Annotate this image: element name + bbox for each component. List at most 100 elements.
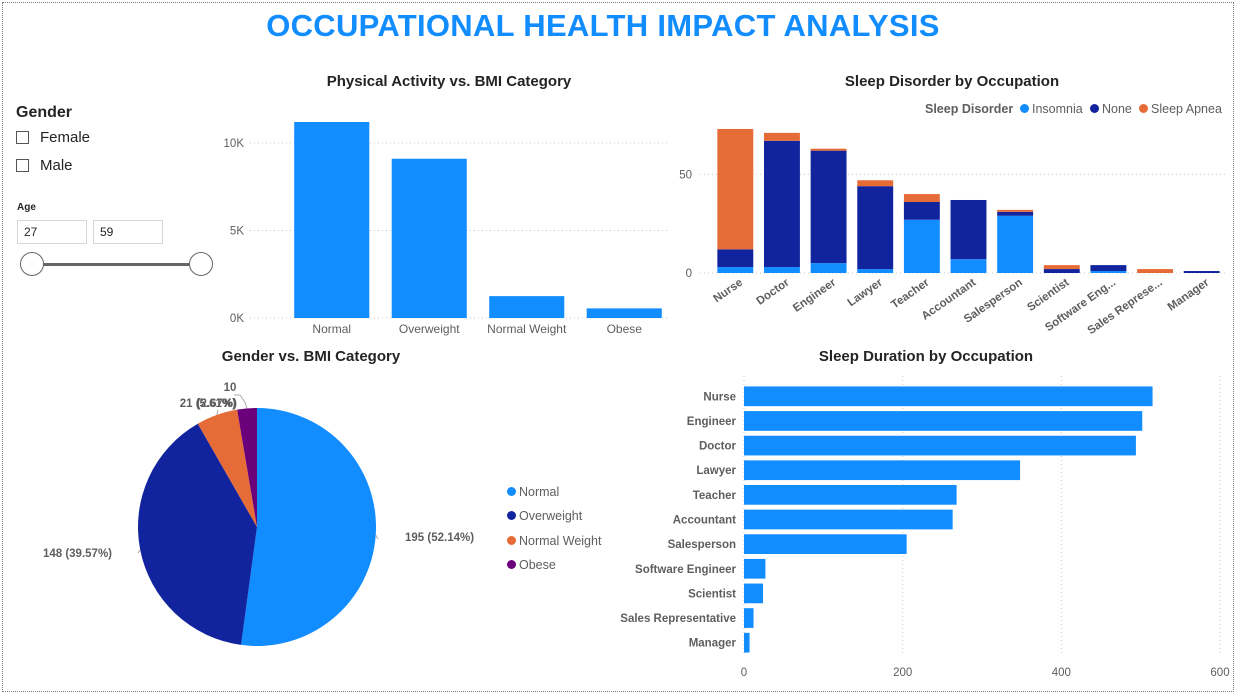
sleep-disorder-bar-doctor-none [763,140,800,268]
sleep-duration-x-tick: 0 [741,667,747,679]
legend-none: None [1090,102,1132,116]
sleep-duration-bar-teacher [744,485,957,505]
sleep-disorder-bar-sales-represe-sleep-apnea [1137,269,1174,273]
pie-slice-normal [241,408,376,646]
male-checkbox-label[interactable]: Male [40,157,73,174]
sleep-disorder-bar-salesperson-sleep-apnea [997,209,1034,212]
sleep-duration-bar-engineer [744,411,1143,431]
page-title: OCCUPATIONAL HEALTH IMPACT ANALYSIS [266,8,940,43]
pie-data-label: (2.67%) [197,398,237,410]
sleep-disorder-x-label: Doctor [754,276,792,307]
sleep-disorder-bar-engineer-sleep-apnea [810,148,847,151]
sleep-disorder-bar-scientist-none [1043,269,1080,273]
bmi-activity-x-label: Normal [312,322,351,336]
sleep-disorder-bar-software-eng-insomnia [1090,271,1127,273]
sleep-disorder-bar-accountant-none [950,199,987,260]
pie-slice-overweight [137,423,257,645]
sleep-disorder-chart-title: Sleep Disorder by Occupation [844,73,1060,90]
sleep-disorder-x-label: Lawyer [846,276,886,309]
pie-legend-obese-label: Obese [519,558,556,572]
pie-data-label: 21 (5.61%) [180,398,236,410]
pie-leader-line-overweight [137,549,141,554]
sleep-duration-y-label: Sales Representative [620,613,736,625]
sleep-duration-y-label: Lawyer [696,465,736,477]
pie-legend-overweight: Overweight [507,509,582,523]
pie-leader-line-normal-weight [216,409,219,416]
sleep-disorder-bar-engineer-insomnia [810,263,847,273]
age-slicer-title: Age [17,202,36,213]
sleep-duration-bar-scientist [744,583,764,604]
sleep-disorder-bar-nurse-insomnia [717,267,754,273]
sleep-duration-y-label: Software Engineer [635,564,736,576]
female-checkbox-label[interactable]: Female [40,129,91,146]
sleep-duration-bar-doctor [744,435,1136,456]
overweight-legend-marker [507,511,516,520]
sleep-disorder-bar-teacher-sleep-apnea [903,194,940,202]
bmi-activity-y-tick: 0K [230,313,244,325]
bmi-activity-bar-normal-weight [489,296,565,318]
age-slider-max-handle[interactable] [189,252,213,276]
legend-none-label: None [1102,102,1132,116]
sleep-disorder-bar-nurse-none [717,249,754,268]
bmi-activity-x-label: Overweight [399,322,460,336]
sleep-duration-bar-sales-representative [744,608,754,628]
none-legend-marker [1090,104,1099,113]
normal-legend-marker [507,487,516,496]
sleep-duration-bar-nurse [744,386,1153,407]
pie-legend-normal-weight-label: Normal Weight [519,534,602,548]
normal-weight-legend-marker [507,536,516,545]
pie-legend-obese: Obese [507,558,556,572]
age-slider-track[interactable] [31,263,201,266]
sleep-disorder-bar-doctor-sleep-apnea [763,132,800,141]
sleep-duration-y-label: Manager [689,638,737,650]
sleep-disorder-bar-scientist-sleep-apnea [1043,265,1080,270]
pie-slice-obese [237,408,257,527]
age-slider-min-handle[interactable] [20,252,44,276]
sleep-disorder-bar-doctor-insomnia [763,267,800,273]
age-min-input[interactable]: 27 [17,220,87,244]
sleep-duration-y-label: Teacher [693,490,737,502]
male-checkbox[interactable] [16,159,29,172]
pie-legend-normal-weight: Normal Weight [507,534,601,548]
sleep-disorder-x-label: Engineer [791,276,839,314]
sleep-duration-bar-lawyer [744,460,1021,481]
sleep-disorder-bar-lawyer-none [857,186,894,270]
bmi-activity-x-label: Obese [607,322,643,336]
pie-legend-normal-label: Normal [519,485,560,499]
sleep-duration-y-label: Scientist [688,588,736,600]
legend-insomnia-label: Insomnia [1032,102,1083,116]
sleep-duration-bar-software-engineer [744,558,766,579]
pie-leader-line-obese [234,394,248,409]
sleep-disorder-y-tick: 50 [679,169,692,181]
sleep-disorder-bar-manager-none [1183,271,1220,273]
pie-legend-normal: Normal [507,485,559,499]
sleep-duration-y-label: Accountant [673,515,736,527]
bmi-activity-x-label: Normal Weight [487,322,567,336]
insomnia-legend-marker [1020,104,1029,113]
bmi-activity-bar-overweight [391,158,467,318]
pie-data-label: 10 [224,382,237,394]
pie-leader-line-normal [375,534,379,540]
sleep-disorder-x-label: Teacher [889,276,932,311]
female-checkbox[interactable] [16,131,29,144]
sleep-apnea-legend-marker [1139,104,1148,113]
sleep-disorder-legend-title: Sleep Disorder [925,102,1014,116]
sleep-duration-bar-manager [744,632,750,653]
age-max-input[interactable]: 59 [93,220,163,244]
sleep-disorder-bar-engineer-none [810,150,847,264]
sleep-duration-y-label: Salesperson [668,539,736,551]
sleep-disorder-bar-salesperson-insomnia [997,215,1034,273]
bmi-activity-bar-normal [294,122,370,318]
sleep-duration-bar-salesperson [744,534,907,554]
sleep-duration-x-tick: 600 [1210,667,1229,679]
sleep-duration-x-tick: 400 [1052,667,1071,679]
pie-slice-normal-weight [197,409,257,527]
sleep-disorder-y-tick: 0 [686,268,692,280]
sleep-disorder-bar-accountant-insomnia [950,259,987,273]
legend-insomnia: Insomnia [1020,102,1083,116]
sleep-duration-x-tick: 200 [893,667,912,679]
sleep-disorder-x-label: Manager [1166,276,1212,313]
sleep-disorder-bar-teacher-none [903,201,940,220]
sleep-duration-y-label: Engineer [687,416,737,428]
